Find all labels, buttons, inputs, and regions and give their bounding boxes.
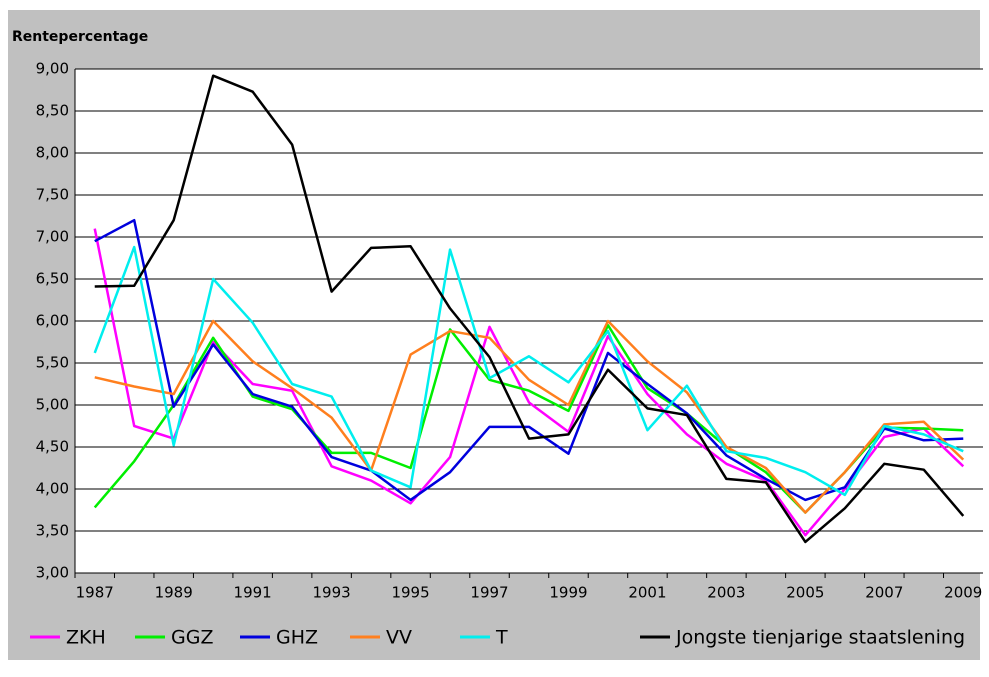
x-tick-label: 2007 <box>865 584 903 602</box>
series-line <box>93 245 964 497</box>
y-tick-label: 6,00 <box>36 312 69 330</box>
y-tick-label: 4,50 <box>36 438 69 456</box>
legend-label: GHZ <box>276 627 318 649</box>
y-tick-label: 8,50 <box>36 102 69 120</box>
y-tick-label: 8,00 <box>36 144 69 162</box>
x-tick-label: 1993 <box>313 584 351 602</box>
legend-label: VV <box>386 627 412 649</box>
series-line <box>94 74 965 544</box>
legend-label: GGZ <box>171 627 213 649</box>
legend-label: ZKH <box>66 627 106 649</box>
x-tick-label: 2003 <box>707 584 745 602</box>
y-tick-label: 6,50 <box>36 270 69 288</box>
x-tick-label: 1989 <box>155 584 193 602</box>
chart-title: Rentepercentage <box>12 29 148 45</box>
x-tick-label: 1991 <box>234 584 272 602</box>
y-tick-label: 7,00 <box>36 228 69 246</box>
y-tick-label: 3,50 <box>36 522 69 540</box>
x-tick-label: 1995 <box>391 584 429 602</box>
series-line <box>94 218 964 502</box>
x-tick-label: 1999 <box>549 584 587 602</box>
legend-label: T <box>495 627 508 649</box>
x-tick-label: 2005 <box>786 584 824 602</box>
y-tick-label: 4,00 <box>36 480 69 498</box>
y-tick-label: 3,00 <box>36 564 69 582</box>
y-tick-label: 5,00 <box>36 396 69 414</box>
x-tick-label: 2001 <box>628 584 666 602</box>
legend-label: Jongste tienjarige staatslening <box>675 627 965 649</box>
x-tick-label: 2009 <box>944 584 982 602</box>
y-tick-label: 9,00 <box>36 60 69 78</box>
y-tick-label: 7,50 <box>36 186 69 204</box>
series-line <box>93 228 965 537</box>
series-line <box>94 319 965 514</box>
x-tick-label: 1987 <box>76 584 114 602</box>
y-tick-label: 5,50 <box>36 354 69 372</box>
x-tick-label: 1997 <box>470 584 508 602</box>
